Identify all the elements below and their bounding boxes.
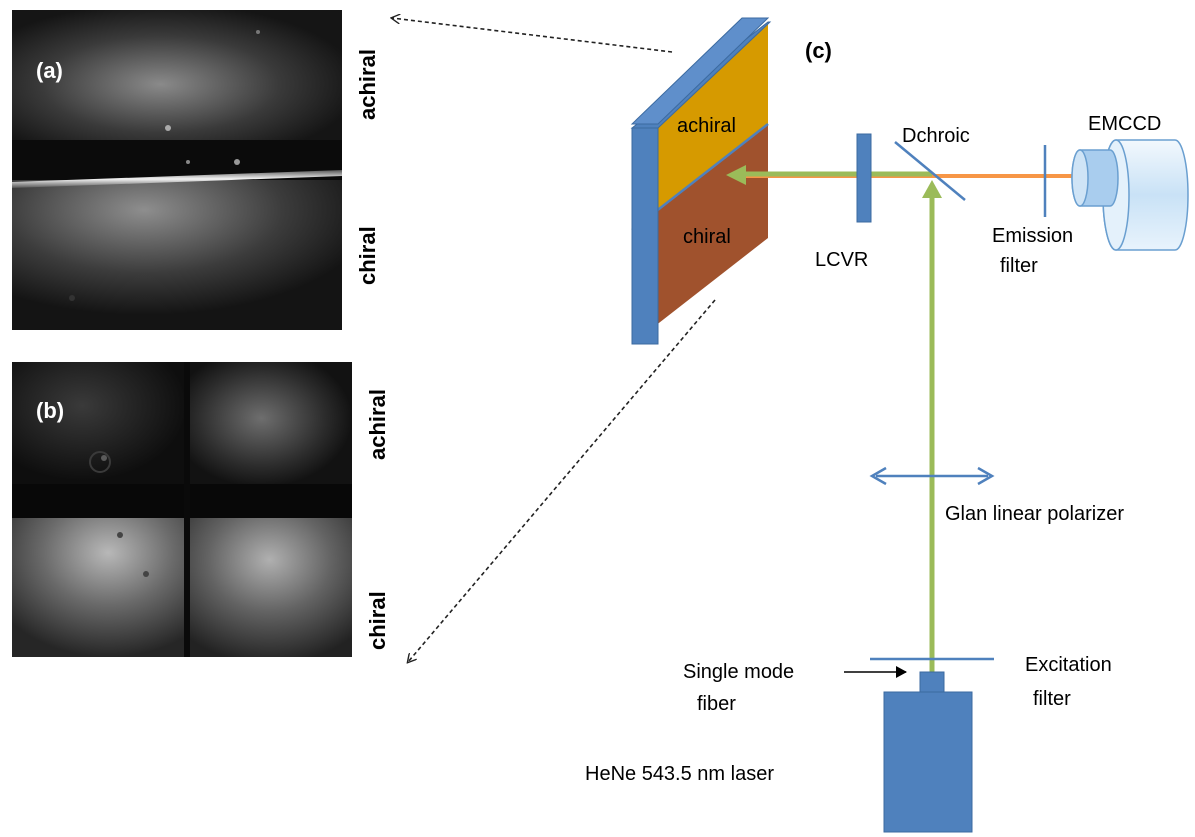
- panel-a-chiral-label: chiral: [355, 226, 380, 285]
- lcvr-label: LCVR: [815, 249, 868, 271]
- panel-b-tag: (b): [36, 398, 64, 423]
- fiber-label-1: Single mode: [683, 661, 794, 683]
- pointer-arrow-to-a: [392, 18, 673, 53]
- dichroic-label: Dchroic: [902, 125, 970, 147]
- pointer-arrow-to-b: [408, 299, 716, 662]
- laser-fiber-connector: [919, 671, 945, 693]
- laser-label: HeNe 543.5 nm laser: [585, 763, 774, 785]
- fiber-label-2: fiber: [697, 693, 736, 715]
- dichroic-mirror: [894, 141, 966, 201]
- panel-b-achiral-label: achiral: [365, 389, 390, 460]
- excitation-filter-label-1: Excitation: [1025, 654, 1112, 676]
- laser-body: [883, 691, 973, 833]
- polarizer-double-arrow: [869, 466, 995, 486]
- sample-chiral-label: chiral: [683, 226, 731, 248]
- panel-b-image: [12, 362, 352, 657]
- lcvr-element: [856, 133, 872, 223]
- excitation-beam-arrowhead-left: [726, 165, 746, 185]
- panel-b-chiral-label: chiral: [365, 591, 390, 650]
- polarizer-label: Glan linear polarizer: [945, 503, 1124, 525]
- excitation-beam-arrowhead-up: [922, 180, 942, 198]
- panel-a-image: [12, 10, 342, 330]
- emission-filter-label-1: Emission: [992, 225, 1073, 247]
- panel-c-tag: (c): [805, 38, 832, 63]
- panel-a-achiral-label: achiral: [355, 49, 380, 120]
- emccd-label: EMCCD: [1088, 113, 1161, 135]
- sample-achiral-label: achiral: [677, 115, 736, 137]
- excitation-filter-label-2: filter: [1033, 688, 1071, 710]
- sample-cell: [630, 17, 772, 345]
- emccd-camera: [1071, 139, 1189, 251]
- panel-a-tag: (a): [36, 58, 63, 83]
- emission-filter-label-2: filter: [1000, 255, 1038, 277]
